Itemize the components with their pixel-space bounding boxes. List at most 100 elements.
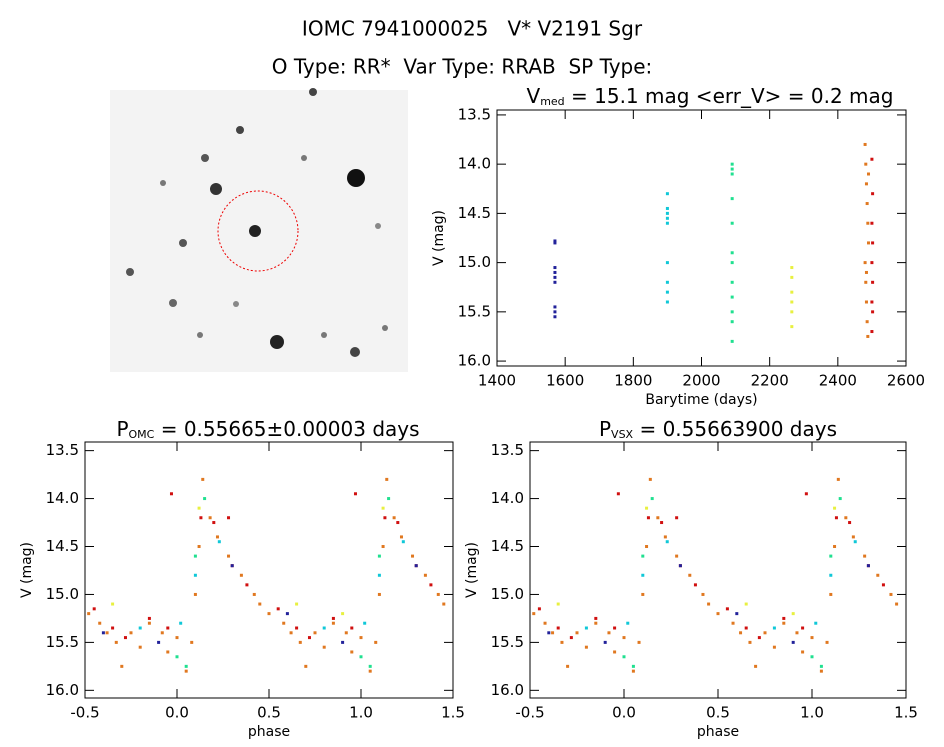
data-point <box>193 554 197 558</box>
data-point <box>381 545 385 549</box>
data-point <box>730 197 734 201</box>
data-point <box>175 655 179 659</box>
data-point <box>889 592 893 596</box>
data-point <box>553 241 557 245</box>
x-tick-label: 0.5 <box>706 704 730 722</box>
data-point <box>230 564 234 568</box>
y-axis-label: V (mag) <box>464 542 480 598</box>
data-point <box>613 626 617 630</box>
data-point <box>175 636 179 640</box>
data-point <box>833 545 837 549</box>
y-axis-label: V (mag) <box>19 542 35 598</box>
x-tick-label: 1.5 <box>894 704 918 722</box>
data-point <box>790 290 794 294</box>
page-subtitle: O Type: RR* Var Type: RRAB SP Type: <box>272 55 653 79</box>
data-point <box>730 162 734 166</box>
data-point <box>114 640 118 644</box>
data-point <box>322 645 326 649</box>
data-point <box>401 540 405 544</box>
data-point <box>790 266 794 270</box>
data-point <box>184 669 188 673</box>
data-point <box>735 612 739 616</box>
data-point <box>537 607 541 611</box>
data-point <box>607 631 611 635</box>
data-point <box>730 339 734 343</box>
data-point <box>863 261 867 265</box>
data-point <box>199 516 203 520</box>
data-point <box>101 631 105 635</box>
data-point <box>864 270 868 274</box>
data-point <box>739 631 743 635</box>
data-point <box>245 583 249 587</box>
data-point <box>553 266 557 270</box>
data-point <box>594 616 598 620</box>
star-field-image <box>110 88 408 372</box>
data-point <box>584 645 588 649</box>
y-tick-label: 15.0 <box>491 585 524 603</box>
x-tick-label: 1.0 <box>349 704 373 722</box>
data-point <box>166 626 170 630</box>
data-point <box>881 583 885 587</box>
title-main: V <box>527 84 541 108</box>
data-point <box>641 554 645 558</box>
data-point <box>866 334 870 338</box>
data-point <box>790 300 794 304</box>
data-point <box>157 640 161 644</box>
data-point <box>665 221 669 225</box>
data-point <box>111 602 115 606</box>
data-point <box>197 506 201 510</box>
data-point <box>790 275 794 279</box>
data-point <box>744 602 748 606</box>
data-point <box>411 554 415 558</box>
data-point <box>331 621 335 625</box>
data-point <box>864 300 868 304</box>
data-point <box>772 645 776 649</box>
data-point <box>867 172 871 176</box>
data-point <box>637 640 641 644</box>
data-point <box>829 592 833 596</box>
data-point <box>829 573 833 577</box>
data-point <box>276 607 280 611</box>
y-tick-label: 15.5 <box>46 633 79 651</box>
title-main: P <box>116 417 128 441</box>
data-point <box>385 477 389 481</box>
data-point <box>693 583 697 587</box>
data-point <box>622 636 626 640</box>
data-point <box>772 626 776 630</box>
data-point <box>716 612 720 616</box>
data-point <box>844 516 848 520</box>
data-point <box>863 554 867 558</box>
x-tick-label: 2400 <box>819 372 857 390</box>
data-point <box>829 554 833 558</box>
data-point <box>553 275 557 279</box>
data-point <box>193 573 197 577</box>
data-point <box>252 592 256 596</box>
y-tick-label: 15.5 <box>458 302 491 320</box>
data-point <box>147 616 151 620</box>
data-point <box>663 535 667 539</box>
data-point <box>865 202 869 206</box>
x-tick-label: 0.5 <box>257 704 281 722</box>
data-point <box>848 521 852 525</box>
data-point <box>641 592 645 596</box>
data-point <box>282 621 286 625</box>
data-point <box>675 554 679 558</box>
data-point <box>665 216 669 220</box>
data-point <box>363 621 367 625</box>
x-tick-label: -0.5 <box>515 704 544 722</box>
x-tick-label: -0.5 <box>70 704 99 722</box>
y-tick-label: 16.0 <box>491 681 524 699</box>
data-point <box>553 315 557 319</box>
data-point <box>870 300 874 304</box>
data-point <box>801 626 805 630</box>
x-tick-label: 2200 <box>751 372 789 390</box>
data-point <box>648 477 652 481</box>
data-point <box>569 636 573 640</box>
data-point <box>730 221 734 225</box>
data-point <box>895 602 899 606</box>
data-point <box>876 573 880 577</box>
data-point <box>730 167 734 171</box>
data-point <box>665 211 669 215</box>
y-tick-label: 14.0 <box>491 489 524 507</box>
